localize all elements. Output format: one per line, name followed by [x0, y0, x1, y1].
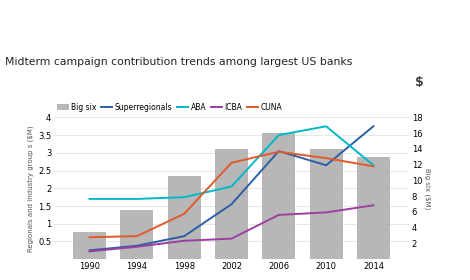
Bar: [120, 209, 153, 259]
Text: Midterm campaign contributions ($M): Midterm campaign contributions ($M): [5, 267, 198, 276]
Text: $: $: [415, 76, 423, 89]
Y-axis label: Regionals and industry group s ($M): Regionals and industry group s ($M): [27, 125, 34, 252]
Bar: [73, 232, 106, 259]
Bar: [310, 149, 343, 259]
Bar: [168, 176, 201, 259]
Bar: [215, 149, 248, 259]
Text: ✱SNL: ✱SNL: [12, 11, 54, 25]
Bar: [357, 157, 390, 259]
Text: Midterm election spending ($M): Midterm election spending ($M): [6, 78, 169, 87]
Text: Financial: Financial: [61, 11, 122, 25]
Y-axis label: Big six ($M): Big six ($M): [424, 168, 431, 209]
Legend: Big six, Superregionals, ABA, ICBA, CUNA: Big six, Superregionals, ABA, ICBA, CUNA: [54, 99, 285, 115]
Text: Midterm campaign contribution trends among largest US banks: Midterm campaign contribution trends amo…: [5, 57, 352, 67]
Bar: [262, 133, 295, 259]
